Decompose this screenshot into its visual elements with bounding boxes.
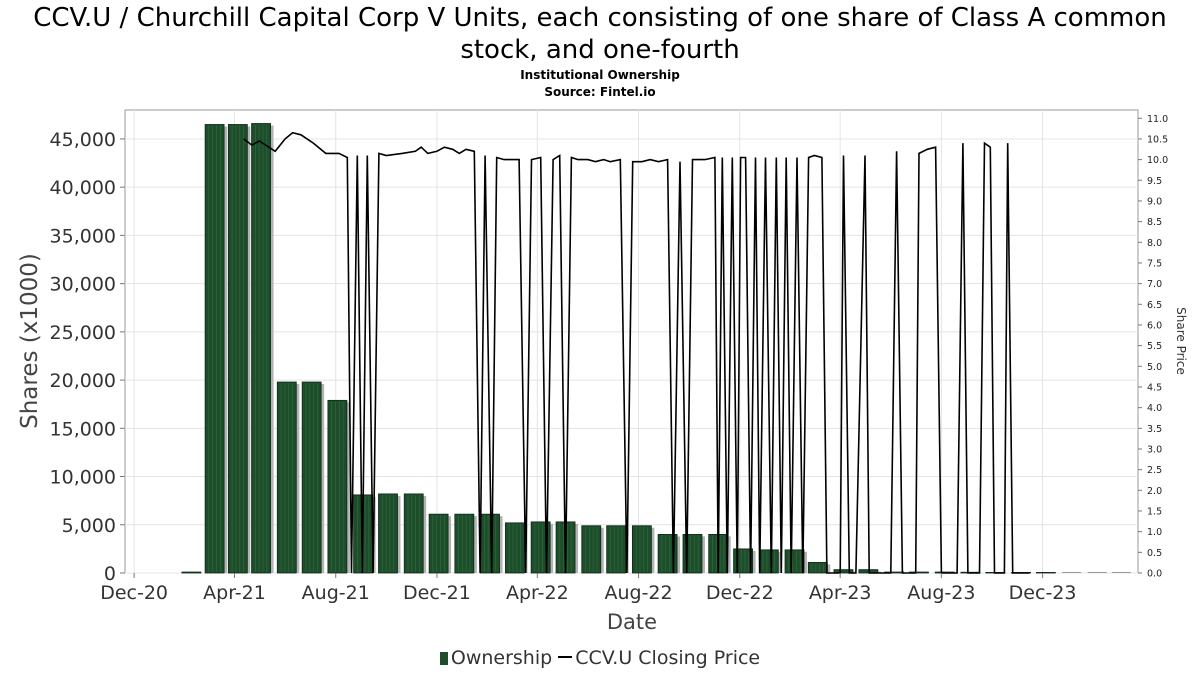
ownership-bar (606, 525, 627, 574)
price-legend-label: CCV.U Closing Price (575, 647, 761, 669)
y2-tick-label: 8.0 (1147, 238, 1162, 249)
ownership-bar (505, 522, 525, 574)
y-axis-label: Shares (x1000) (17, 253, 43, 429)
x-tick-label: Dec-22 (706, 582, 774, 604)
y-tick-label: 40,000 (50, 177, 116, 199)
ownership-bar (758, 549, 779, 574)
y-tick-label: 35,000 (50, 225, 116, 247)
y2-tick-label: 6.5 (1147, 300, 1162, 311)
y-tick-label: 25,000 (50, 322, 116, 344)
y2-tick-label: 1.5 (1147, 506, 1162, 517)
y2-tick-label: 7.5 (1147, 258, 1162, 269)
y2-tick-label: 11.0 (1147, 114, 1168, 125)
y2-tick-label: 3.0 (1147, 444, 1162, 455)
price-line-group (243, 131, 1030, 574)
x-tick-label: Dec-23 (1009, 582, 1077, 604)
y-tick-label: 0 (104, 563, 116, 585)
x-tick-label: Aug-21 (302, 582, 370, 604)
ownership-bar (276, 381, 297, 574)
y-tick-label: 10,000 (50, 467, 116, 489)
ownership-bar (480, 513, 500, 574)
ownership-bar (251, 123, 271, 574)
y2-tick-label: 8.5 (1147, 217, 1162, 228)
y2-tick-label: 5.5 (1147, 341, 1162, 352)
x-axis-label: Date (607, 610, 657, 634)
ownership-legend-label: Ownership (450, 647, 553, 669)
y-tick-label: 5,000 (62, 515, 116, 537)
x-tick-label: Dec-21 (403, 582, 471, 604)
ownership-bar (454, 513, 475, 574)
y2-tick-label: 9.0 (1147, 196, 1162, 207)
ownership-bar (181, 571, 202, 574)
price-legend-swatch (558, 656, 573, 658)
y2-tick-label: 4.0 (1147, 403, 1162, 414)
x-tick-label: Dec-20 (100, 582, 168, 604)
x-tick-label: Apr-21 (203, 582, 266, 604)
y2-tick-label: 1.0 (1147, 527, 1162, 538)
ownership-bar (1036, 572, 1056, 574)
price-line (243, 131, 1030, 574)
chart-subtitle: Institutional Ownership (520, 68, 680, 82)
y-tick-label: 45,000 (50, 129, 116, 151)
ownership-bar (807, 561, 828, 574)
x-tick-label: Aug-23 (907, 582, 975, 604)
y2-tick-label: 2.5 (1147, 465, 1162, 476)
ownership-bar (784, 549, 805, 574)
chart-title: CCV.U / Churchill Capital Corp V Units, … (33, 3, 1167, 65)
x-axis: Dec-20 Apr-21 Aug-21 Dec-21 Apr-22 Aug-22 Dec-… (100, 573, 1076, 604)
y2-tick-label: 4.5 (1147, 382, 1162, 393)
ownership-bar (301, 381, 322, 574)
ownership-legend-swatch (439, 652, 448, 665)
ownership-bar (428, 513, 449, 574)
y2-tick-label: 6.0 (1147, 320, 1162, 331)
y2-tick-label: 5.0 (1147, 362, 1162, 373)
x-tick-label: Aug-22 (604, 582, 672, 604)
y2-tick-label: 2.0 (1147, 486, 1162, 497)
ownership-bar (403, 493, 424, 574)
y2-tick-label: 7.0 (1147, 279, 1162, 290)
y2-tick-label: 9.5 (1147, 176, 1162, 187)
ownership-bar (833, 569, 854, 574)
y2-tick-label: 3.5 (1147, 424, 1162, 435)
x-tick-label: Apr-22 (506, 582, 569, 604)
ownership-bar (227, 124, 248, 574)
y-tick-label: 15,000 (50, 418, 116, 440)
ownership-bar (631, 525, 652, 574)
y-tick-label: 30,000 (50, 274, 116, 296)
y-axis-left: 0 5,000 10,000 15,000 20,000 25,000 30,000 35,0… (50, 129, 125, 585)
y2-tick-label: 10.0 (1147, 155, 1168, 166)
ownership-bar (581, 525, 602, 574)
y2-tick-label: 0.0 (1147, 569, 1162, 580)
y2-tick-label: 10.5 (1147, 134, 1168, 145)
ownership-bar (327, 399, 348, 574)
x-tick-label: Apr-23 (809, 582, 872, 604)
chart-legend: Ownership CCV.U Closing Price (0, 647, 1200, 669)
ownership-bar (378, 493, 398, 574)
y-tick-label: 20,000 (50, 370, 116, 392)
y-axis-right: 0.0 0.5 1.0 1.5 2.0 2.5 3.0 3.5 4.0 4.5 5.0 5.5 6.0 6… (1138, 114, 1168, 580)
ownership-bar (733, 548, 753, 574)
y2-axis-label: Share Price (1174, 307, 1188, 375)
ownership-bar (858, 569, 879, 574)
y2-tick-label: 0.5 (1147, 548, 1162, 559)
ownership-bar (204, 124, 225, 574)
chart-source: Source: Fintel.io (544, 85, 656, 99)
